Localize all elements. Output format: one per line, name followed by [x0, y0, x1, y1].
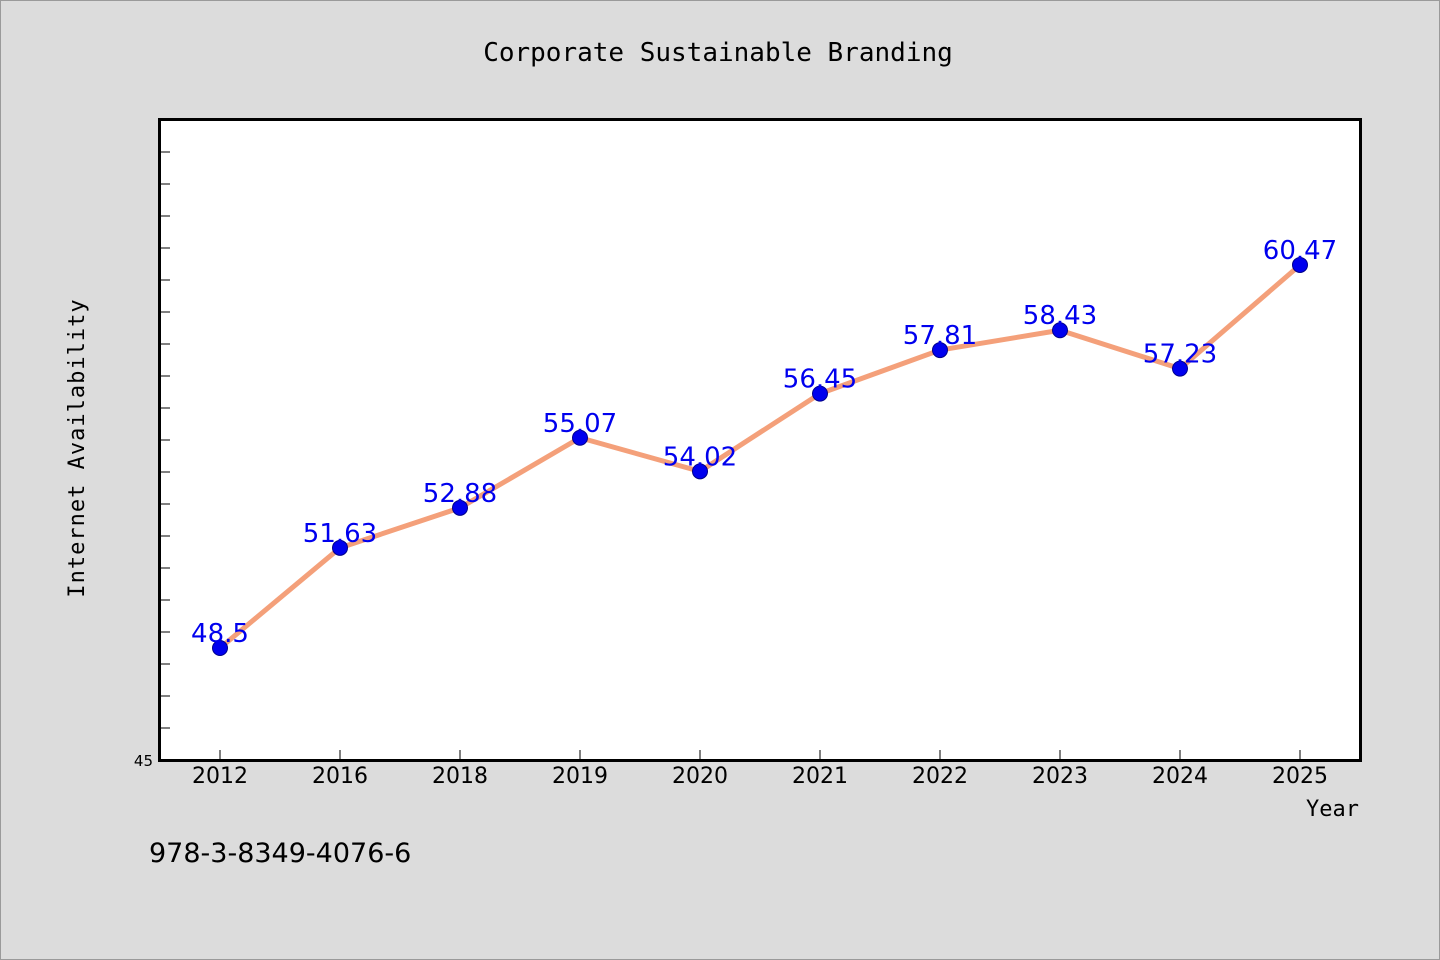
data-point — [212, 640, 228, 656]
data-point — [572, 429, 588, 446]
data-labels: 48.5 51.63 52.88 55.07 54.02 56.45 57.81 58.43 5… — [191, 236, 1337, 649]
y-tick-label-min: 45 — [134, 752, 153, 770]
x-axis-label: Year — [1306, 797, 1359, 822]
x-tick-label: 2019 — [552, 764, 608, 789]
x-tick-label: 2022 — [912, 764, 968, 789]
series-line — [217, 262, 1303, 651]
data-label: 60.47 — [1263, 236, 1337, 266]
x-axis-tick-labels: 2012 2016 2018 2019 2020 2021 2022 2023 2024 2025 — [192, 764, 1328, 789]
data-label: 54.02 — [663, 442, 737, 472]
data-point — [1292, 256, 1308, 273]
x-tick-label: 2016 — [312, 764, 368, 789]
plot-area — [158, 118, 1362, 762]
footnote-isbn: 978-3-8349-4076-6 — [149, 838, 411, 869]
data-label: 56.45 — [783, 365, 857, 395]
data-point — [1052, 322, 1068, 339]
data-label: 52.88 — [423, 479, 497, 509]
y-axis-label: Internet Availability — [65, 298, 90, 597]
x-tick-label: 2021 — [792, 764, 848, 789]
data-point — [932, 342, 948, 359]
data-point — [1172, 360, 1188, 377]
x-axis-ticks — [219, 750, 1301, 760]
x-tick-label: 2023 — [1032, 764, 1088, 789]
x-tick-label: 2024 — [1152, 764, 1208, 789]
data-label: 51.63 — [303, 519, 377, 549]
data-label: 57.81 — [903, 321, 977, 351]
data-point — [812, 385, 828, 402]
x-tick-label: 2020 — [672, 764, 728, 789]
y-axis-ticks — [160, 119, 170, 729]
data-label: 55.07 — [543, 409, 617, 439]
data-point — [332, 539, 348, 556]
series-markers — [212, 256, 1308, 656]
data-point — [692, 463, 708, 480]
data-point — [452, 499, 468, 516]
x-tick-label: 2025 — [1272, 764, 1328, 789]
x-tick-label: 2018 — [432, 764, 488, 789]
data-label: 57.23 — [1143, 340, 1217, 370]
chart-title: Corporate Sustainable Branding — [483, 38, 953, 68]
x-tick-label: 2012 — [192, 764, 248, 789]
data-label: 48.5 — [191, 619, 249, 649]
data-label: 58.43 — [1023, 301, 1097, 331]
